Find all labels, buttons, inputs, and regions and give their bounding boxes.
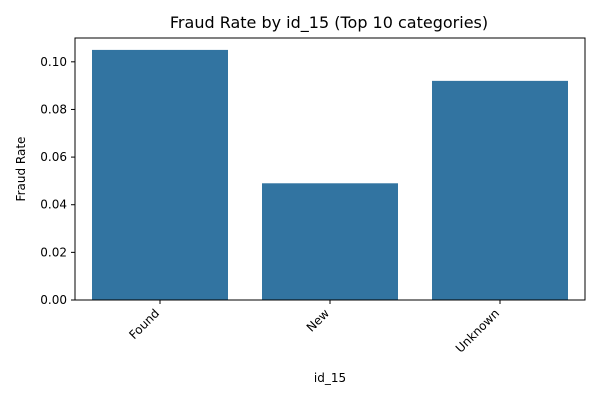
y-tick-label: 0.04	[40, 198, 67, 212]
bars	[92, 49, 568, 301]
y-axis-label: Fraud Rate	[14, 137, 28, 202]
y-tick-label: 0.06	[40, 150, 67, 164]
y-axis: 0.00 0.02 0.04 0.06 0.08 0.10	[40, 55, 75, 307]
bar-found	[92, 49, 228, 300]
bar-new	[262, 183, 398, 300]
y-tick-label: 0.08	[40, 102, 67, 116]
chart-title: Fraud Rate by id_15 (Top 10 categories)	[170, 13, 488, 33]
y-tick-label: 0.02	[40, 245, 67, 259]
x-axis-label: id_15	[314, 371, 346, 385]
bar-unknown	[432, 80, 568, 301]
plot-frame	[74, 37, 586, 301]
y-tick-label: 0.00	[40, 293, 67, 307]
y-tick-label: 0.10	[40, 55, 67, 69]
